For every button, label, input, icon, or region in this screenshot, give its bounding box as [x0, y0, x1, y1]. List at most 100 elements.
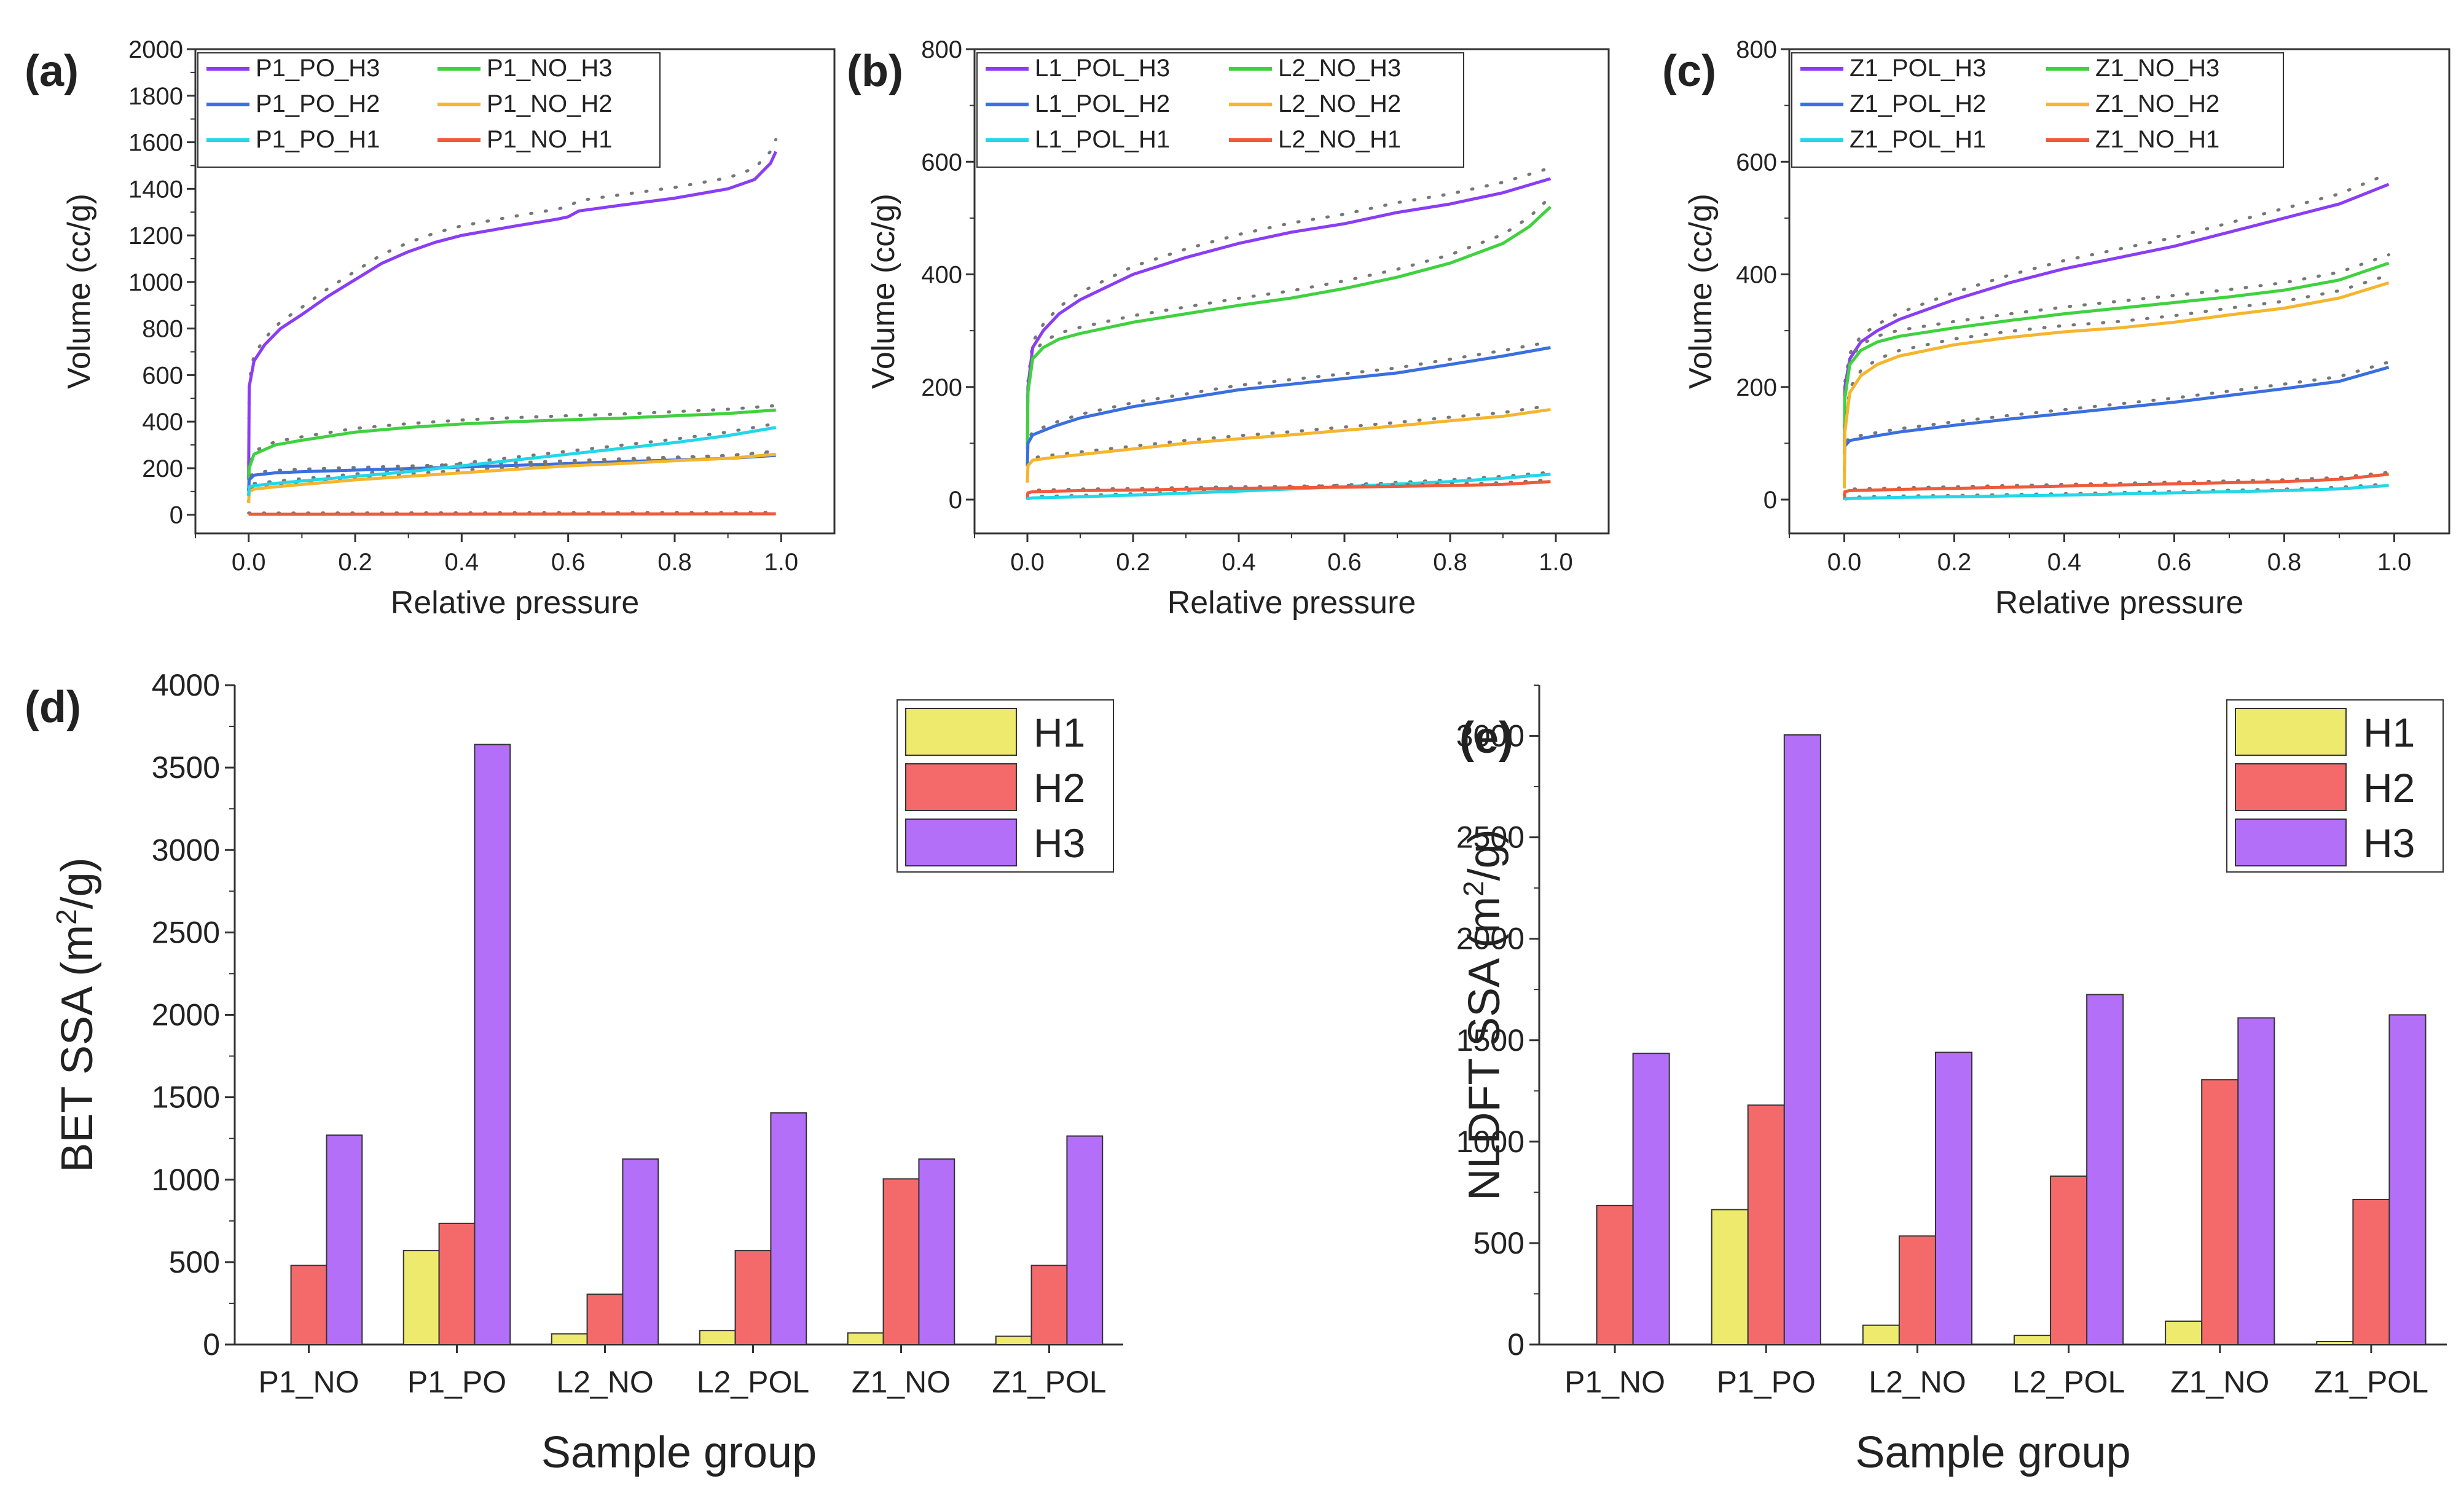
y-tick-label: 1200 — [128, 222, 183, 249]
y-tick-label: 3500 — [152, 750, 220, 785]
bar-H3-L2_POL — [2086, 994, 2124, 1345]
legend-label: Z1_POL_H3 — [1850, 55, 1986, 82]
y-tick-label: 0 — [1507, 1327, 1524, 1362]
series-line-Z1_POL_H1 — [1843, 484, 2389, 501]
y-axis-title: BET SSA (m2/g) — [50, 857, 102, 1172]
y-tick-label: 2000 — [152, 998, 220, 1032]
legend-swatch — [905, 763, 1017, 811]
legend-label: P1_NO_H3 — [487, 55, 613, 82]
y-tick-label: 1500 — [1456, 1023, 1524, 1058]
x-tick-label: 0.6 — [1327, 549, 1362, 576]
y-tick-label: 1000 — [152, 1163, 220, 1197]
y-tick-label: 1500 — [152, 1080, 220, 1115]
legend-box — [1791, 52, 2284, 168]
legend-label: L1_POL_H1 — [1035, 126, 1170, 153]
series-line-Z1_POL_H2 — [1843, 366, 2390, 472]
y-tick-label: 500 — [1473, 1226, 1524, 1260]
x-tick-label: 0.2 — [338, 549, 372, 576]
model-fit-P1_NO_H3 — [247, 404, 778, 492]
legend-label: P1_NO_H2 — [487, 90, 613, 117]
y-axis-title-end: /g) — [53, 857, 102, 909]
model-fit-Z1_POL_H3 — [1843, 172, 2391, 442]
bar-H2-P1_NO — [1596, 1204, 1634, 1345]
panel-e: (e) 0 500 1000 1500 2000 2500 3000 P1_NO P1_PO L2_… — [1456, 685, 2447, 1477]
x-tick-label: P1_PO — [407, 1365, 506, 1399]
y-axis-title: Volume (cc/g) — [1683, 194, 1719, 389]
bar-H3-Z1_NO — [918, 1158, 955, 1345]
legend-label: H3 — [2363, 820, 2415, 866]
series-line-L2_NO_H3 — [1026, 205, 1552, 449]
model-fit-Z1_NO_H3 — [1843, 253, 2391, 454]
bar-H1-Z1_POL — [2316, 1341, 2354, 1345]
x-tick-label: L2_NO — [556, 1365, 653, 1399]
bar-H1-L2_NO — [551, 1333, 588, 1345]
model-fit-Z1_POL_H2 — [1843, 360, 2391, 471]
x-tick-label: 0.6 — [2157, 549, 2192, 576]
legend-swatch — [905, 819, 1017, 866]
bar-H1-P1_PO — [1711, 1209, 1749, 1345]
panel-label: (d) — [25, 683, 81, 732]
y-tick-label: 1600 — [128, 130, 183, 157]
y-axis-title-superscript: 2 — [50, 909, 82, 925]
y-axis-title-end: /g) — [1460, 829, 1509, 881]
x-tick-label: 0.0 — [1010, 549, 1045, 576]
bar-H2-Z1_NO — [2201, 1079, 2239, 1345]
legend-label: P1_PO_H2 — [256, 90, 380, 117]
x-tick-label: 0.8 — [1433, 549, 1467, 576]
y-tick-label: 2500 — [1456, 820, 1524, 855]
bar-H3-L2_NO — [622, 1158, 659, 1345]
legend-label: Z1_NO_H1 — [2095, 126, 2219, 153]
legend-label: L1_POL_H2 — [1035, 90, 1170, 117]
bar-H3-Z1_NO — [2237, 1017, 2275, 1345]
legend-label: L1_POL_H3 — [1035, 55, 1170, 82]
x-axis-title: Relative pressure — [391, 585, 640, 621]
bar-H2-P1_PO — [1747, 1104, 1785, 1345]
model-fit-L2_NO_H2 — [1026, 404, 1552, 483]
x-tick-label: P1_NO — [259, 1365, 359, 1399]
legend-label: L2_NO_H2 — [1278, 90, 1401, 117]
series-line-Z1_NO_H1 — [1843, 473, 2389, 497]
bar-H3-Z1_POL — [2388, 1014, 2427, 1345]
legend-label: Z1_NO_H2 — [2095, 90, 2219, 117]
y-axis-title-main: BET SSA (m — [53, 925, 102, 1172]
bar-H2-Z1_NO — [882, 1178, 920, 1345]
legend-label: P1_PO_H1 — [256, 126, 380, 153]
legend-label: P1_PO_H3 — [256, 55, 380, 82]
series-line-L2_NO_H1 — [1026, 480, 1551, 497]
panel-label: (e) — [1459, 713, 1513, 763]
y-tick-label: 2500 — [152, 915, 220, 949]
x-tick-label: 0.8 — [2267, 549, 2302, 576]
x-tick-label: P1_PO — [1717, 1365, 1816, 1399]
x-tick-label: L2_POL — [2012, 1365, 2125, 1399]
x-tick-label: 1.0 — [764, 549, 799, 576]
model-fit-Z1_NO_H1 — [1843, 471, 2391, 497]
x-tick-label: L2_POL — [697, 1365, 809, 1399]
x-tick-label: 0.0 — [1827, 549, 1862, 576]
legend-box — [976, 52, 1464, 168]
x-axis-title: Relative pressure — [1995, 585, 2244, 621]
y-tick-label: 200 — [921, 374, 962, 401]
series-line-Z1_NO_H2 — [1843, 281, 2390, 489]
series-line-L2_NO_H2 — [1026, 407, 1551, 483]
bar-H2-L2_NO — [586, 1294, 624, 1346]
panel-b: (b) 0.0 0.2 0.4 0.6 0.8 1.0 0 200 400 600 800 Relati… — [847, 36, 1610, 621]
bar-H3-L2_POL — [770, 1112, 807, 1345]
bar-H3-L2_NO — [1934, 1051, 1973, 1346]
x-tick-label: 1.0 — [1539, 549, 1573, 576]
x-tick-label: 0.8 — [657, 549, 692, 576]
bar-H2-Z1_POL — [1030, 1265, 1068, 1345]
bar-H3-P1_PO — [1783, 734, 1821, 1345]
series-line-Z1_POL_H3 — [1843, 183, 2390, 444]
y-tick-label: 600 — [142, 362, 183, 389]
legend-swatch — [2235, 708, 2347, 756]
bar-H3-P1_PO — [474, 744, 511, 1345]
bar-H2-L2_NO — [1898, 1235, 1936, 1345]
y-axis-title-main: NLDFT SSA (m — [1460, 897, 1509, 1201]
panel-label: (b) — [847, 47, 903, 96]
x-tick-label: L2_NO — [1869, 1365, 1966, 1399]
bar-H1-Z1_POL — [995, 1335, 1032, 1345]
x-tick-label: 0.6 — [551, 549, 586, 576]
x-tick-label: Z1_NO — [852, 1365, 951, 1399]
bar-H1-L2_POL — [699, 1330, 736, 1345]
y-tick-label: 600 — [921, 149, 962, 176]
